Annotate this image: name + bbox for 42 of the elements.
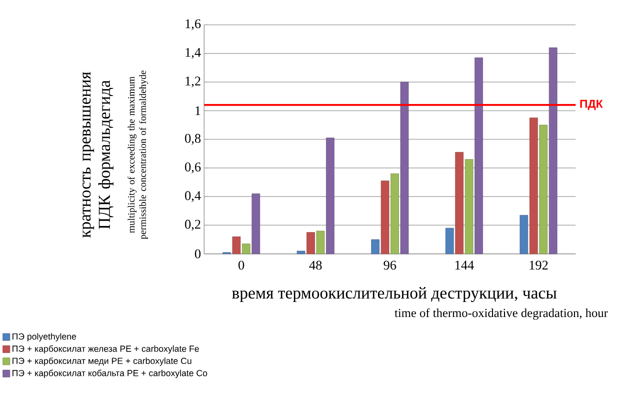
bar	[232, 236, 241, 254]
bar	[252, 194, 260, 254]
bar	[326, 138, 334, 254]
bar	[400, 82, 409, 254]
bar	[316, 230, 325, 254]
x-tick-label: 0	[238, 260, 244, 270]
legend-label: ПЭ polyethylene	[12, 333, 76, 342]
bar	[296, 251, 306, 254]
ref-line-label: ПДК	[580, 100, 603, 110]
y-axis-title: кратность превышения ПДК формальдегида	[82, 72, 114, 238]
x-tick-label: 96	[384, 260, 396, 270]
y-tick-label: 1,4	[186, 48, 201, 59]
bar	[242, 244, 250, 254]
x-tick-label: 48	[309, 260, 322, 270]
bar	[445, 228, 454, 254]
y-tick-label: 1,2	[186, 76, 200, 88]
y-tick-label: 0	[194, 250, 201, 258]
x-tick-label: 144	[455, 260, 474, 270]
y-tick-label: 0,6	[185, 162, 201, 174]
y-tick-label: 0,2	[185, 220, 200, 231]
text: time of thermo-oxidative degradation, hour	[394, 308, 608, 320]
y-tick-label: 1	[196, 106, 200, 116]
bar	[464, 159, 474, 254]
bar	[380, 180, 390, 254]
bar	[474, 58, 483, 254]
text: multiplicity of exceeding the maximum permissible concentration of formaldehyde	[128, 70, 148, 240]
y-tick-label: 0,8	[185, 134, 201, 145]
x-tick-label: 192	[530, 260, 548, 270]
bar	[390, 174, 399, 254]
legend-label: ПЭ + карбоксилат меди PE + carboxylate Cu	[12, 358, 192, 366]
bar	[371, 240, 380, 254]
bar	[548, 48, 558, 254]
legend-label: ПЭ + карбоксилат кобальта PE + carboxylate Co	[12, 370, 208, 378]
y-tick-label: 0,4	[185, 191, 201, 202]
x-axis-title: время термоокислительной деструкции, часы	[232, 287, 557, 302]
bar	[455, 152, 464, 254]
legend-label: ПЭ + карбоксилат железа PE + carboxylate Fe	[12, 345, 199, 354]
bar	[306, 232, 315, 254]
y-tick-label: 1,6	[186, 20, 201, 30]
bar	[529, 118, 538, 254]
bar	[539, 125, 548, 254]
bar	[520, 215, 528, 254]
